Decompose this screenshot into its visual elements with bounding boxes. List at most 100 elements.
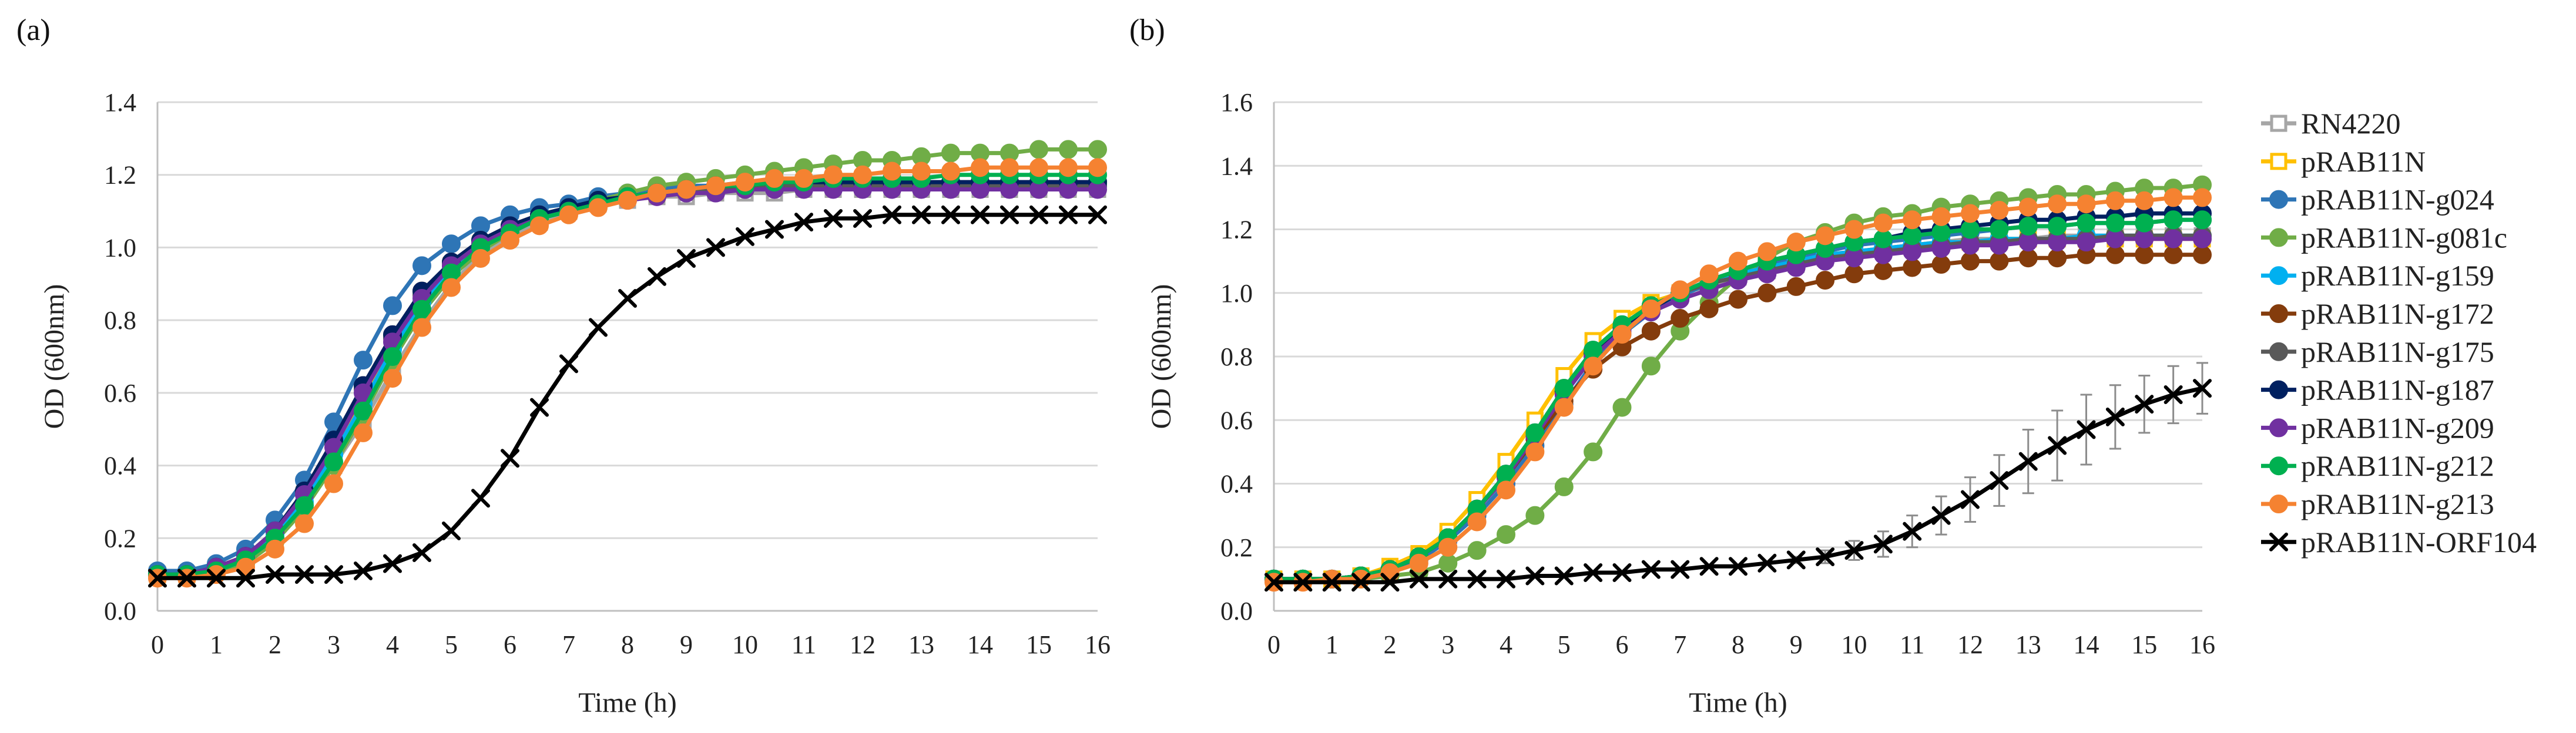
legend-marker [2270, 115, 2287, 132]
data-point [1757, 242, 1777, 261]
data-point [824, 165, 843, 184]
data-point [1322, 569, 1341, 589]
data-point [2164, 229, 2183, 248]
series-prab11n-g213 [1264, 188, 2212, 592]
data-point [471, 248, 490, 268]
data-point [383, 296, 402, 315]
x-axis-title: Time (h) [1689, 687, 1787, 718]
legend-item: pRAB11N-ORF104 [2261, 526, 2537, 559]
data-point [2018, 248, 2038, 268]
legend-label: pRAB11N-g209 [2301, 411, 2494, 444]
data-point [1844, 264, 1864, 284]
data-point [1786, 550, 1806, 570]
data-point [1816, 547, 1835, 566]
data-point [412, 256, 431, 275]
x-tick-label: 1 [210, 630, 223, 659]
y-tick-label: 0.2 [104, 524, 136, 553]
data-point [2048, 233, 2067, 252]
legend-label: pRAB11N-g081c [2301, 221, 2507, 254]
data-point [1029, 140, 1048, 159]
x-axis-title: Time (h) [578, 687, 677, 718]
data-point [559, 354, 578, 374]
legend-label: pRAB11N-g187 [2301, 374, 2494, 406]
data-point [1990, 236, 2009, 255]
data-point [1029, 158, 1048, 177]
data-point [383, 554, 402, 573]
legend-item: pRAB11N-g159 [2261, 259, 2494, 292]
data-point [2018, 233, 2038, 252]
data-point [941, 143, 960, 163]
data-point [883, 162, 901, 181]
data-point [1816, 271, 1835, 290]
data-point [1380, 573, 1400, 592]
data-point [2077, 194, 2096, 214]
y-tick-label: 1.4 [104, 88, 136, 117]
legend-label: RN4220 [2301, 107, 2400, 140]
legend-marker [2269, 532, 2288, 552]
y-tick-label: 1.2 [104, 161, 136, 190]
data-point [2018, 197, 2038, 217]
data-point [1729, 251, 1747, 271]
data-point [1903, 242, 1922, 261]
data-point [2105, 229, 2125, 248]
data-point [148, 569, 167, 588]
data-point [1497, 569, 1515, 589]
data-point [1729, 290, 1747, 309]
data-point [1612, 563, 1632, 583]
data-point [2135, 213, 2154, 233]
data-point [559, 205, 578, 224]
data-point [1000, 205, 1019, 224]
x-tick-label: 2 [1384, 630, 1397, 659]
data-point [2018, 452, 2038, 471]
x-tick-label: 5 [445, 630, 458, 659]
legend-label: pRAB11N-g213 [2301, 487, 2494, 520]
data-point [941, 162, 960, 181]
data-point [354, 351, 373, 370]
data-point [1961, 490, 1980, 509]
data-point [971, 158, 990, 177]
y-tick-label: 1.2 [1220, 216, 1253, 244]
data-point [1351, 569, 1371, 589]
data-point [1584, 442, 1603, 462]
data-point [2135, 395, 2154, 414]
legend-item: pRAB11N-g024 [2261, 183, 2494, 216]
data-point [794, 169, 813, 188]
series-prab11n-orf104 [1264, 362, 2212, 592]
legend-marker [2269, 266, 2288, 285]
data-point [1029, 205, 1048, 224]
legend-marker [2269, 228, 2288, 247]
data-point [2105, 245, 2125, 264]
data-point [648, 267, 666, 286]
data-point [1961, 220, 1980, 239]
x-tick-label: 4 [386, 630, 399, 659]
data-point [706, 238, 725, 257]
y-axis-title: OD (600nm) [1146, 284, 1177, 429]
legend-marker [2269, 495, 2288, 513]
data-point [1699, 264, 1719, 284]
data-point [501, 231, 519, 250]
y-tick-label: 1.0 [104, 233, 136, 262]
x-tick-label: 14 [2074, 630, 2099, 659]
data-point [295, 565, 314, 584]
data-point [2077, 420, 2096, 439]
data-point [706, 176, 725, 196]
data-point [1554, 398, 1574, 417]
data-point [589, 198, 608, 217]
x-tick-label: 6 [504, 630, 516, 659]
data-point [1961, 204, 1980, 223]
x-tick-label: 12 [850, 630, 876, 659]
legend-item: pRAB11N-g172 [2261, 297, 2494, 330]
data-point [1351, 573, 1371, 592]
data-point [324, 565, 343, 584]
data-point [1903, 522, 1922, 541]
series-prab11n-g209 [1264, 229, 2212, 589]
data-point [2135, 229, 2154, 248]
data-point [1497, 525, 1515, 544]
data-point [765, 169, 784, 188]
data-point [1059, 140, 1078, 159]
data-point [266, 539, 284, 559]
legend-label: pRAB11N [2301, 145, 2426, 178]
data-point [1873, 261, 1893, 280]
data-point [1322, 573, 1341, 592]
data-point [2048, 436, 2067, 455]
